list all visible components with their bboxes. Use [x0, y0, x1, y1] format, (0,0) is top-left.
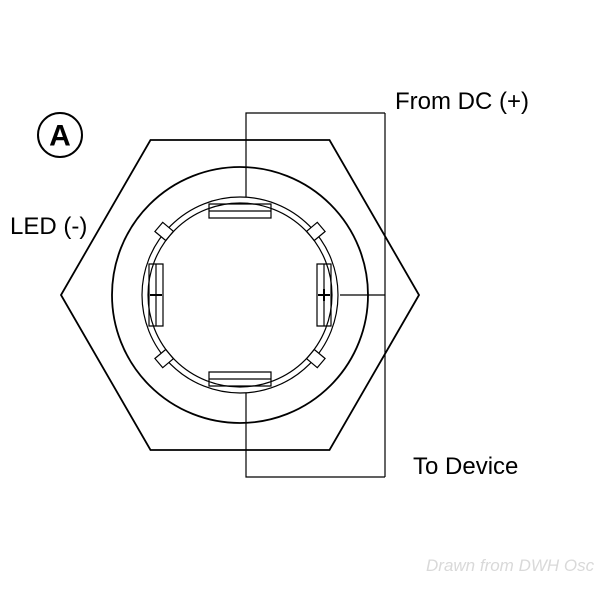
- label-to-device: To Device: [413, 453, 518, 481]
- step-ring: [142, 197, 338, 393]
- core-ring: [148, 203, 332, 387]
- diagram-stage: { "meta": { "width": 600, "height": 600,…: [0, 0, 600, 600]
- variant-letter: A: [49, 120, 71, 153]
- leader-todevice: [246, 393, 385, 477]
- leader-fromdc-top: [246, 113, 385, 197]
- label-from-dc: From DC (+): [395, 88, 529, 116]
- watermark: Drawn from DWH Osc: [426, 556, 594, 576]
- label-led-minus: LED (-): [10, 213, 87, 241]
